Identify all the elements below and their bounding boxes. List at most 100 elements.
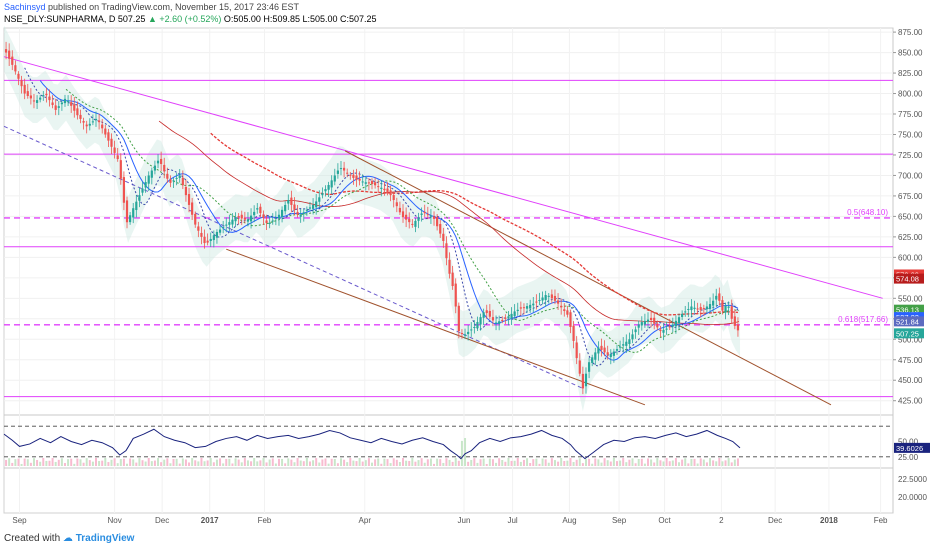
volume-bar: [656, 458, 659, 466]
rsi-line: [3, 428, 741, 460]
author-name[interactable]: Sachinsyd: [4, 2, 46, 12]
candle-body: [327, 185, 330, 190]
volume-bar: [460, 440, 463, 466]
candle-body: [42, 95, 45, 97]
volume-bar: [343, 459, 346, 466]
candle-body: [203, 236, 206, 244]
candle-body: [637, 324, 640, 328]
candle-body: [467, 331, 470, 335]
y-tick-label: 675.00: [898, 192, 923, 201]
candle-body: [634, 329, 637, 333]
candle-body: [346, 172, 349, 174]
volume-bar: [665, 458, 668, 466]
candle-body: [20, 80, 23, 87]
candle-body: [547, 295, 550, 297]
candle-body: [268, 222, 271, 224]
candle-body: [563, 309, 566, 312]
volume-bar: [414, 461, 417, 466]
candle-body: [544, 295, 547, 300]
volume-bar: [32, 458, 35, 466]
candle-body: [60, 102, 63, 105]
volume-bar: [659, 460, 662, 466]
volume-bar: [203, 461, 206, 466]
volume-bar: [259, 460, 262, 466]
volume-bar: [553, 460, 556, 466]
trend-line: [3, 125, 584, 389]
candle-body: [622, 344, 625, 346]
candle-body: [491, 317, 495, 321]
price-tag-label: 521.84: [896, 317, 919, 326]
y-tick-label: 725.00: [898, 151, 923, 160]
volume-bar: [479, 459, 482, 466]
candle-body: [311, 204, 315, 209]
candle-body: [194, 213, 197, 225]
candle-body: [308, 207, 312, 209]
volume-bar: [433, 463, 436, 466]
volume-bar: [408, 460, 411, 466]
candle-body: [507, 316, 510, 319]
candle-body: [35, 100, 39, 103]
volume-bar: [82, 462, 85, 466]
volume-bar: [153, 460, 156, 466]
candle-body: [696, 308, 699, 310]
candle-body: [411, 223, 414, 225]
tradingview-logo[interactable]: TradingView: [75, 533, 135, 544]
volume-bar: [417, 460, 420, 466]
volume-bar: [228, 458, 231, 466]
x-tick-label: Oct: [658, 516, 671, 525]
volume-bar: [17, 458, 20, 466]
candle-body: [718, 293, 721, 301]
candle-body: [144, 182, 147, 188]
volume-bar: [684, 458, 687, 466]
candle-body: [70, 102, 73, 106]
candle-body: [333, 175, 336, 182]
candle-body: [618, 346, 622, 348]
volume-bar: [482, 458, 485, 466]
volume-bar: [79, 459, 82, 466]
x-tick-label: Dec: [155, 516, 169, 525]
candle-body: [693, 307, 696, 309]
volume-bar: [550, 458, 553, 466]
candle-body: [113, 147, 116, 153]
price-tag-box: [894, 304, 924, 315]
volume-bar: [14, 459, 17, 466]
volume-bar: [498, 458, 501, 466]
candle-body: [63, 98, 67, 104]
volume-bar: [126, 463, 129, 466]
x-tick-label: 2017: [201, 516, 219, 525]
volume-bar: [26, 459, 29, 466]
volume-bar: [256, 461, 259, 466]
candle-body: [330, 180, 333, 188]
volume-bar: [346, 462, 349, 466]
candle-body: [677, 317, 681, 324]
volume-bar: [560, 458, 563, 466]
candle-body: [370, 180, 374, 185]
volume-bar: [95, 458, 98, 466]
candle-body: [715, 295, 718, 300]
candle-body: [339, 168, 343, 170]
volume-bar: [184, 459, 187, 466]
volume-bar: [70, 458, 73, 466]
ma-150: [158, 120, 740, 326]
volume-bar: [603, 458, 606, 466]
candle-body: [650, 317, 653, 321]
volume-bar: [212, 462, 215, 466]
candle-body: [361, 181, 364, 183]
volume-bar: [132, 459, 135, 466]
y-tick-label: 700.00: [898, 171, 923, 180]
symbol-name[interactable]: NSE_DLY:SUNPHARMA, D: [4, 14, 116, 24]
candle-body: [197, 226, 200, 231]
candle-body: [364, 182, 367, 184]
candle-body: [525, 306, 529, 309]
candle-body: [265, 220, 268, 223]
volume-bar: [243, 458, 246, 466]
candle-body: [122, 177, 126, 203]
volume-bar: [98, 461, 101, 466]
volume-bar: [591, 463, 594, 466]
volume-bar: [606, 460, 609, 466]
candle-body: [463, 334, 467, 336]
candle-body: [85, 124, 88, 127]
volume-bar: [730, 462, 733, 466]
fib-level-label: 0.618(517.66): [838, 315, 888, 324]
